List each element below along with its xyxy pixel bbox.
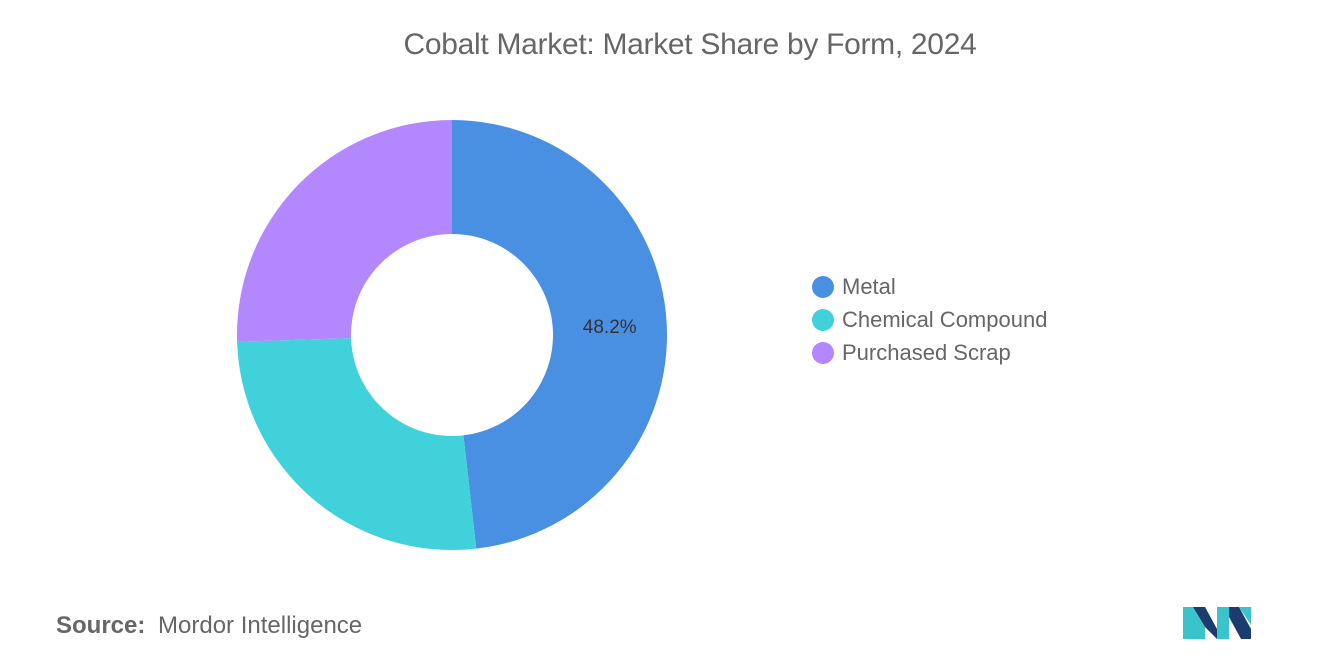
mordor-intelligence-logo-icon xyxy=(1183,607,1251,639)
legend-item: Chemical Compound xyxy=(812,303,1047,336)
legend-label: Metal xyxy=(842,273,896,299)
source-note: Source: Mordor Intelligence xyxy=(56,612,362,640)
legend-item: Purchased Scrap xyxy=(812,336,1047,369)
slice-purchased-scrap xyxy=(237,120,452,342)
source-text: Mordor Intelligence xyxy=(158,612,363,639)
slice-metal xyxy=(452,120,667,549)
chart-legend: Metal Chemical Compound Purchased Scrap xyxy=(812,270,1047,369)
chart-title: Cobalt Market: Market Share by Form, 202… xyxy=(403,28,977,61)
legend-swatch xyxy=(812,341,834,364)
slice-chemical-compound xyxy=(237,338,477,550)
source-prefix: Source: xyxy=(56,612,146,639)
legend-item: Metal xyxy=(812,270,1047,303)
legend-label: Chemical Compound xyxy=(842,306,1048,332)
legend-label: Purchased Scrap xyxy=(842,339,1011,365)
data-label: 48.2% xyxy=(583,317,637,338)
legend-swatch xyxy=(812,275,834,298)
legend-swatch xyxy=(812,308,834,331)
